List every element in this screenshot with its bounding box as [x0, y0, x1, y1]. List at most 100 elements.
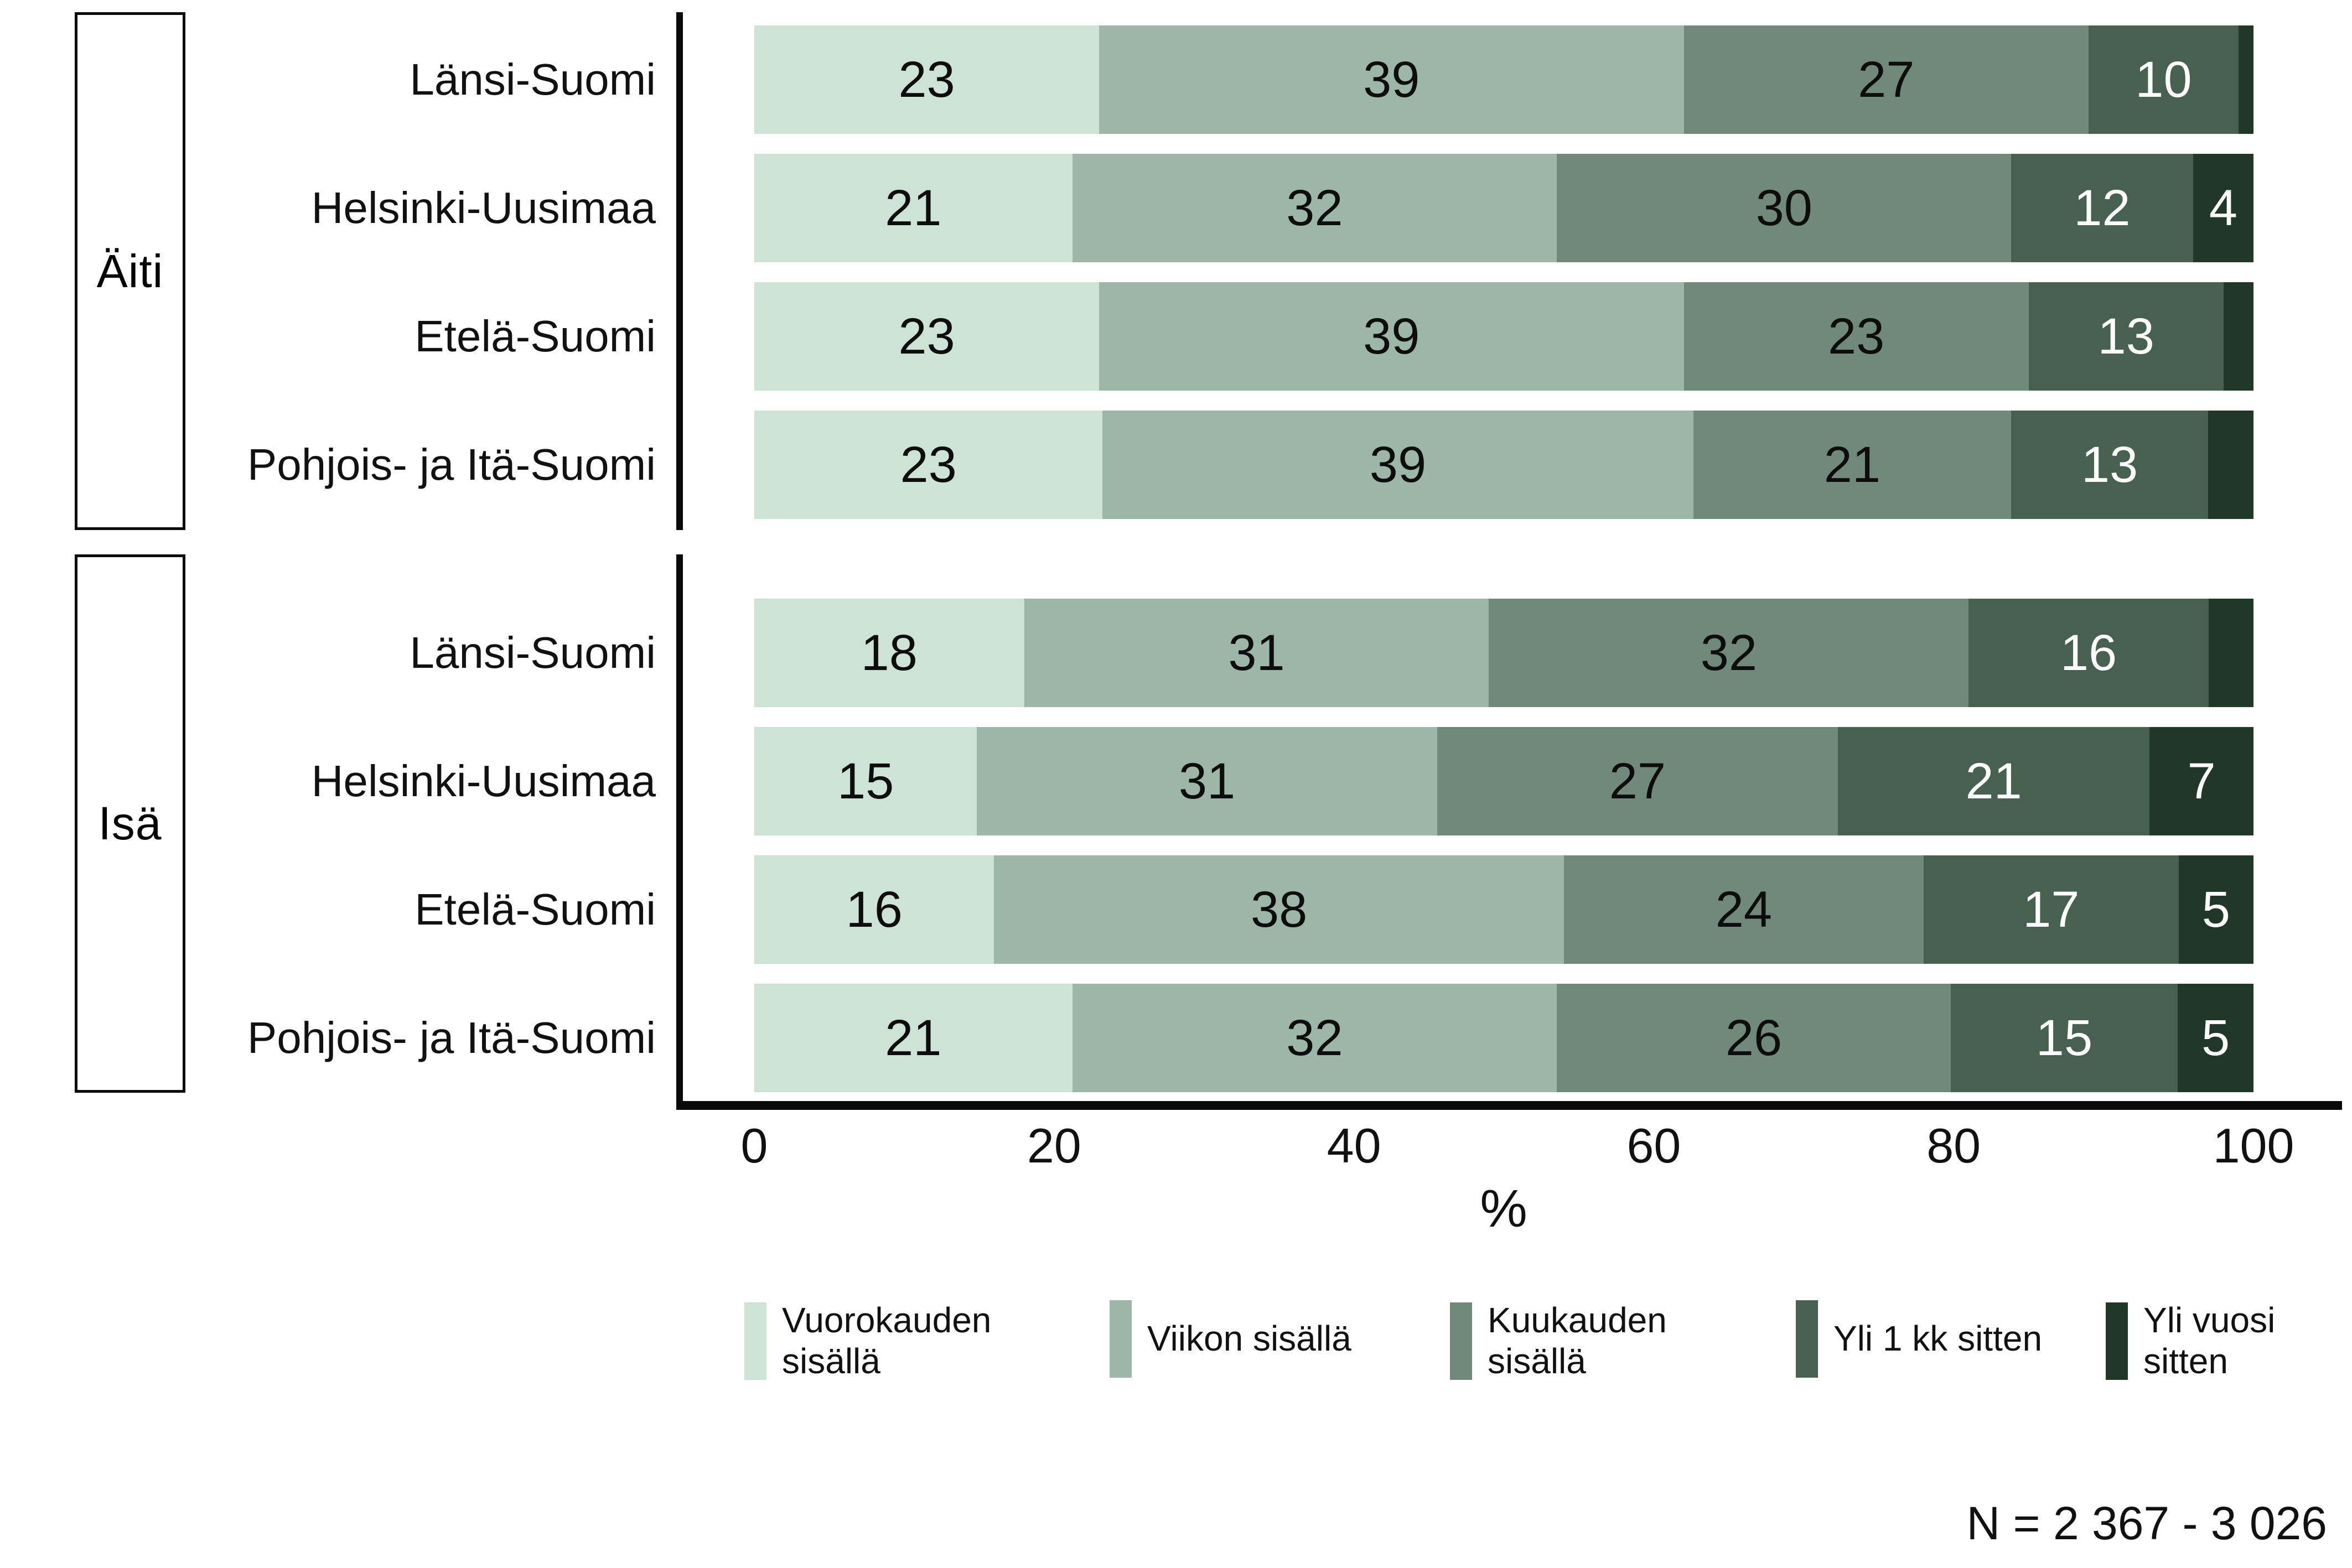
bar-segment: 39	[1099, 25, 1684, 134]
legend-item: Vuorokauden sisällä	[744, 1300, 991, 1382]
row-label: Länsi-Suomi	[410, 628, 656, 677]
segment-value: 38	[1250, 881, 1308, 938]
bar-segment: 32	[1072, 984, 1557, 1092]
bar-segment: 21	[754, 154, 1073, 262]
legend-item: Yli 1 kk sitten	[1796, 1300, 2042, 1378]
segment-value: 21	[1965, 752, 2022, 809]
segment-value: 17	[2023, 881, 2080, 938]
segment-value: 23	[898, 51, 955, 108]
bar-segment: 21	[1693, 411, 2012, 519]
segment-value: 30	[1755, 179, 1812, 236]
segment-value: 4	[2209, 179, 2237, 236]
bar-segment: 32	[1072, 154, 1557, 262]
bar-segment: 21	[754, 984, 1073, 1092]
segment-value: 15	[2035, 1009, 2093, 1066]
segment-value: 21	[885, 179, 942, 236]
bar-segment: 5	[2178, 855, 2253, 964]
chart-row: Etelä-Suomi 16 38 24 17 5	[0, 855, 2352, 964]
segment-value: 23	[898, 308, 955, 365]
legend-item: Yli vuosi sitten	[2106, 1300, 2275, 1382]
segment-value: 7	[2187, 752, 2216, 809]
segment-value: 13	[2081, 436, 2138, 493]
x-axis-unit-label: %	[1480, 1179, 1527, 1238]
segment-value: 27	[1858, 51, 1915, 108]
segment-value: 39	[1363, 51, 1420, 108]
segment-value: 16	[2060, 624, 2117, 681]
bar-segment: 17	[1924, 855, 2179, 964]
segment-value: 32	[1286, 179, 1343, 236]
row-label: Etelä-Suomi	[415, 885, 656, 934]
segment-value: 15	[837, 752, 894, 809]
bar-segment: 23	[754, 282, 1100, 391]
legend-label: Viikon sisällä	[1147, 1318, 1351, 1359]
bar-segment	[2208, 599, 2253, 707]
legend-label: Kuukauden sisällä	[1488, 1300, 1667, 1381]
bar-segment: 10	[2089, 25, 2239, 134]
legend-item: Viikon sisällä	[1110, 1300, 1351, 1378]
bar-segment: 16	[754, 855, 994, 964]
bar-segment: 27	[1437, 727, 1838, 835]
group-box-aiti: Äiti	[75, 12, 185, 530]
stacked-bar: 23 39 23 13	[754, 282, 2253, 391]
chart-row: Helsinki-Uusimaa 15 31 27 21 7	[0, 727, 2352, 835]
row-label: Pohjois- ja Itä-Suomi	[247, 1013, 656, 1062]
bar-segment: 13	[2011, 411, 2208, 519]
legend-swatch	[744, 1302, 766, 1380]
legend-swatch	[2106, 1302, 2128, 1380]
bar-segment: 12	[2011, 154, 2193, 262]
group-label-aiti: Äiti	[96, 245, 164, 297]
group-label-isa: Isä	[98, 797, 162, 849]
segment-value: 13	[2097, 308, 2154, 365]
bar-segment: 31	[977, 727, 1437, 835]
bar-segment: 15	[1950, 984, 2178, 1092]
group-axis-line-isa	[676, 554, 683, 1110]
segment-value: 24	[1715, 881, 1773, 938]
stacked-bar: 18 31 32 16	[754, 599, 2253, 707]
legend-swatch	[1110, 1300, 1132, 1378]
x-tick-label: 0	[740, 1118, 768, 1173]
bar-segment: 31	[1024, 599, 1489, 707]
bar-segment: 7	[2149, 727, 2253, 835]
x-tick-label: 60	[1626, 1118, 1681, 1173]
segment-value: 21	[885, 1009, 942, 1066]
segment-value: 23	[900, 436, 957, 493]
bar-segment: 15	[754, 727, 977, 835]
chart-row: Pohjois- ja Itä-Suomi 21 32 26 15 5	[0, 984, 2352, 1092]
chart-row: Länsi-Suomi 23 39 27 10	[0, 25, 2352, 134]
bar-segment: 21	[1837, 727, 2150, 835]
bar-segment	[2208, 411, 2254, 519]
segment-value: 5	[2201, 881, 2230, 938]
segment-value: 18	[861, 624, 918, 681]
stacked-bar: 15 31 27 21 7	[754, 727, 2253, 835]
group-axis-line-aiti	[676, 12, 683, 530]
row-label: Etelä-Suomi	[415, 311, 656, 361]
legend-item: Kuukauden sisällä	[1450, 1300, 1667, 1382]
bar-segment: 23	[754, 25, 1100, 134]
bar-segment: 26	[1557, 984, 1951, 1092]
row-label: Pohjois- ja Itä-Suomi	[247, 440, 656, 489]
x-axis-line	[676, 1101, 2342, 1110]
chart-row: Pohjois- ja Itä-Suomi 23 39 21 13	[0, 411, 2352, 519]
row-label: Länsi-Suomi	[410, 55, 656, 104]
bar-segment: 24	[1563, 855, 1924, 964]
segment-value: 39	[1363, 308, 1420, 365]
stacked-bar: 21 32 30 12 4	[754, 154, 2253, 262]
legend-label: Vuorokauden sisällä	[782, 1300, 992, 1381]
bar-segment: 18	[754, 599, 1024, 707]
segment-value: 12	[2074, 179, 2131, 236]
bar-segment	[2223, 282, 2253, 391]
segment-value: 10	[2135, 51, 2192, 108]
row-label: Helsinki-Uusimaa	[311, 183, 656, 232]
legend-swatch	[1450, 1302, 1472, 1380]
legend-label: Yli 1 kk sitten	[1833, 1318, 2043, 1359]
bar-segment: 30	[1557, 154, 2012, 262]
bar-segment: 5	[2178, 984, 2253, 1092]
x-tick-label: 40	[1327, 1118, 1381, 1173]
stacked-bar: 23 39 21 13	[754, 411, 2254, 519]
segment-value: 32	[1700, 624, 1758, 681]
chart-row: Etelä-Suomi 23 39 23 13	[0, 282, 2352, 391]
segment-value: 31	[1178, 752, 1236, 809]
bar-segment: 38	[994, 855, 1564, 964]
x-tick-label: 80	[1926, 1118, 1981, 1173]
segment-value: 31	[1228, 624, 1285, 681]
